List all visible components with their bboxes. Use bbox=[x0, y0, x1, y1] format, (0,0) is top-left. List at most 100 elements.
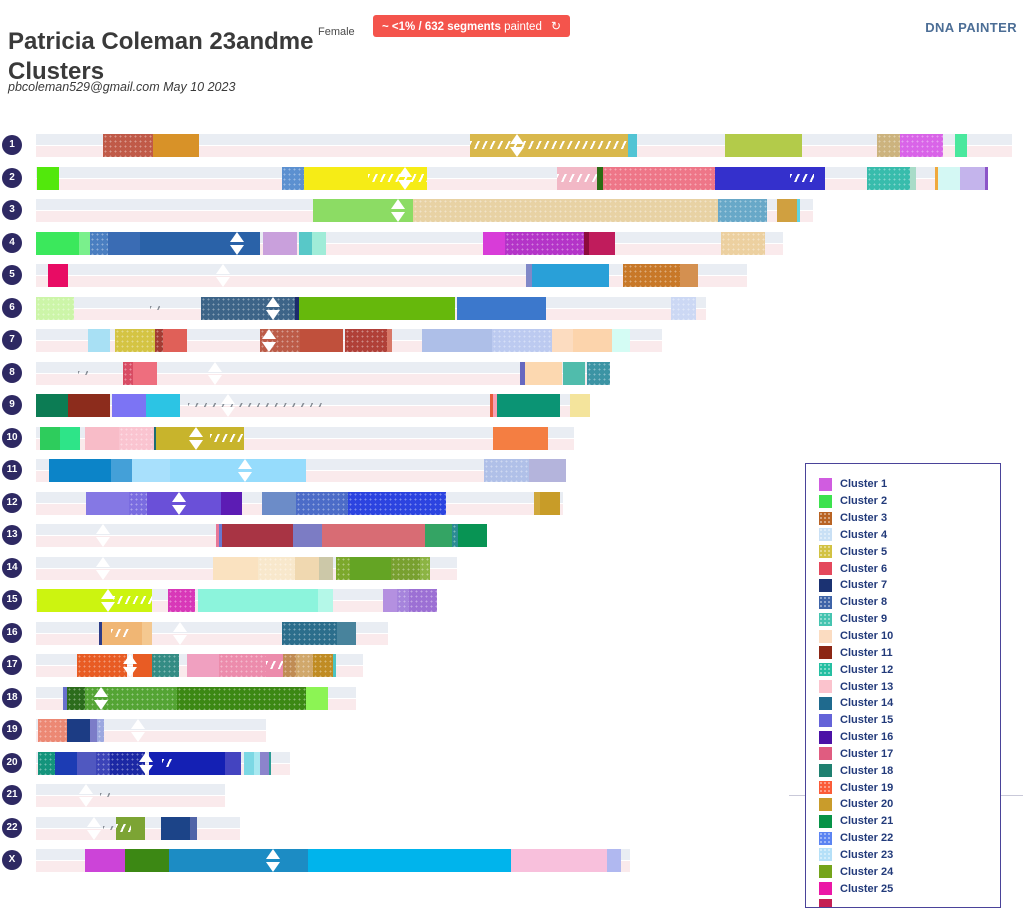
dna-segment[interactable] bbox=[177, 686, 306, 710]
dna-segment[interactable] bbox=[295, 556, 319, 580]
dna-segment[interactable] bbox=[174, 751, 225, 775]
dna-segment[interactable] bbox=[85, 426, 119, 450]
dna-segment[interactable] bbox=[296, 491, 348, 515]
dna-segment[interactable] bbox=[612, 329, 630, 352]
dna-segment[interactable] bbox=[938, 166, 960, 190]
dna-segment[interactable] bbox=[201, 296, 295, 320]
dna-segment[interactable] bbox=[532, 264, 609, 287]
legend-item[interactable]: Cluster 11 bbox=[806, 644, 1000, 661]
legend-item[interactable]: Cluster 1 bbox=[806, 476, 1000, 493]
legend-item[interactable]: Cluster 23 bbox=[806, 847, 1000, 864]
dna-segment[interactable] bbox=[221, 491, 242, 515]
dna-segment[interactable] bbox=[266, 654, 283, 677]
dna-segment[interactable] bbox=[130, 621, 142, 645]
dna-segment[interactable] bbox=[132, 459, 170, 482]
dna-segment[interactable] bbox=[483, 231, 505, 255]
dna-segment[interactable] bbox=[198, 589, 318, 612]
dna-segment[interactable] bbox=[190, 816, 197, 840]
dna-segment[interactable] bbox=[133, 654, 152, 677]
dna-segment[interactable] bbox=[36, 296, 74, 320]
dna-segment[interactable] bbox=[368, 166, 427, 190]
dna-segment[interactable] bbox=[526, 264, 532, 287]
dna-segment[interactable] bbox=[725, 134, 802, 157]
dna-segment[interactable] bbox=[147, 491, 221, 515]
dna-segment[interactable] bbox=[168, 589, 195, 612]
dna-segment[interactable] bbox=[262, 491, 296, 515]
dna-segment[interactable] bbox=[63, 686, 67, 710]
dna-segment[interactable] bbox=[497, 394, 560, 417]
dna-segment[interactable] bbox=[397, 589, 409, 612]
dna-segment[interactable] bbox=[60, 426, 80, 450]
dna-segment[interactable] bbox=[493, 426, 548, 450]
legend-item[interactable]: Cluster 6 bbox=[806, 560, 1000, 577]
dna-segment[interactable] bbox=[123, 361, 133, 385]
legend-item[interactable]: Cluster 17 bbox=[806, 746, 1000, 763]
dna-segment[interactable] bbox=[493, 394, 497, 417]
dna-segment[interactable] bbox=[867, 166, 910, 190]
dna-segment[interactable] bbox=[308, 849, 511, 872]
dna-segment[interactable] bbox=[910, 166, 916, 190]
dna-segment[interactable] bbox=[718, 199, 767, 222]
dna-segment[interactable] bbox=[111, 621, 130, 645]
dna-segment[interactable] bbox=[282, 621, 337, 645]
dna-segment[interactable] bbox=[525, 361, 562, 385]
dna-segment[interactable] bbox=[146, 394, 180, 417]
dna-segment[interactable] bbox=[413, 199, 718, 222]
dna-segment[interactable] bbox=[187, 654, 219, 677]
dna-segment[interactable] bbox=[103, 134, 153, 157]
dna-segment[interactable] bbox=[119, 426, 154, 450]
dna-segment[interactable] bbox=[299, 296, 455, 320]
dna-segment[interactable] bbox=[348, 491, 446, 515]
dna-segment[interactable] bbox=[219, 654, 266, 677]
dna-segment[interactable] bbox=[318, 589, 333, 612]
dna-segment[interactable] bbox=[85, 686, 177, 710]
dna-segment[interactable] bbox=[77, 654, 127, 677]
dna-segment[interactable] bbox=[38, 751, 55, 775]
legend-item[interactable]: Cluster 2 bbox=[806, 493, 1000, 510]
dna-segment[interactable] bbox=[90, 231, 108, 255]
dna-segment[interactable] bbox=[322, 524, 425, 547]
dna-segment[interactable] bbox=[345, 329, 387, 352]
dna-segment[interactable] bbox=[511, 849, 607, 872]
dna-segment[interactable] bbox=[383, 589, 397, 612]
dna-segment[interactable] bbox=[425, 524, 452, 547]
dna-segment[interactable] bbox=[295, 296, 299, 320]
dna-segment[interactable] bbox=[99, 621, 102, 645]
legend-item[interactable]: Cluster 9 bbox=[806, 611, 1000, 628]
dna-painter-logo[interactable]: DNA PAINTER bbox=[925, 20, 1017, 35]
legend-item[interactable]: Cluster 25 bbox=[806, 880, 1000, 897]
dna-segment[interactable] bbox=[188, 394, 322, 417]
dna-segment[interactable] bbox=[534, 491, 540, 515]
dna-segment[interactable] bbox=[312, 231, 326, 255]
legend-item[interactable]: Cluster 19 bbox=[806, 779, 1000, 796]
legend-item[interactable]: Cluster 20 bbox=[806, 796, 1000, 813]
dna-segment[interactable] bbox=[387, 329, 392, 352]
dna-segment[interactable] bbox=[142, 621, 152, 645]
dna-segment[interactable] bbox=[78, 362, 88, 385]
dna-segment[interactable] bbox=[131, 816, 145, 840]
dna-segment[interactable] bbox=[540, 491, 560, 515]
dna-segment[interactable] bbox=[115, 329, 155, 352]
dna-segment[interactable] bbox=[129, 491, 147, 515]
dna-segment[interactable] bbox=[225, 751, 241, 775]
dna-segment[interactable] bbox=[155, 329, 163, 352]
dna-segment[interactable] bbox=[254, 751, 260, 775]
legend-item[interactable]: Cluster 14 bbox=[806, 695, 1000, 712]
dna-segment[interactable] bbox=[222, 524, 293, 547]
legend-item[interactable]: Cluster 13 bbox=[806, 678, 1000, 695]
legend-item[interactable]: Cluster 7 bbox=[806, 577, 1000, 594]
legend-item[interactable]: Cluster 4 bbox=[806, 527, 1000, 544]
dna-segment[interactable] bbox=[304, 166, 368, 190]
legend-item[interactable]: Cluster 22 bbox=[806, 830, 1000, 847]
dna-segment[interactable] bbox=[985, 166, 988, 190]
legend-item[interactable]: Cluster 5 bbox=[806, 543, 1000, 560]
dna-segment[interactable] bbox=[520, 361, 525, 385]
dna-segment[interactable] bbox=[452, 524, 458, 547]
dna-segment[interactable] bbox=[715, 166, 790, 190]
dna-segment[interactable] bbox=[38, 719, 67, 742]
dna-segment[interactable] bbox=[935, 166, 938, 190]
dna-segment[interactable] bbox=[170, 459, 306, 482]
legend-item[interactable]: Cluster 10 bbox=[806, 628, 1000, 645]
dna-segment[interactable] bbox=[628, 134, 637, 157]
dna-segment[interactable] bbox=[154, 426, 156, 450]
